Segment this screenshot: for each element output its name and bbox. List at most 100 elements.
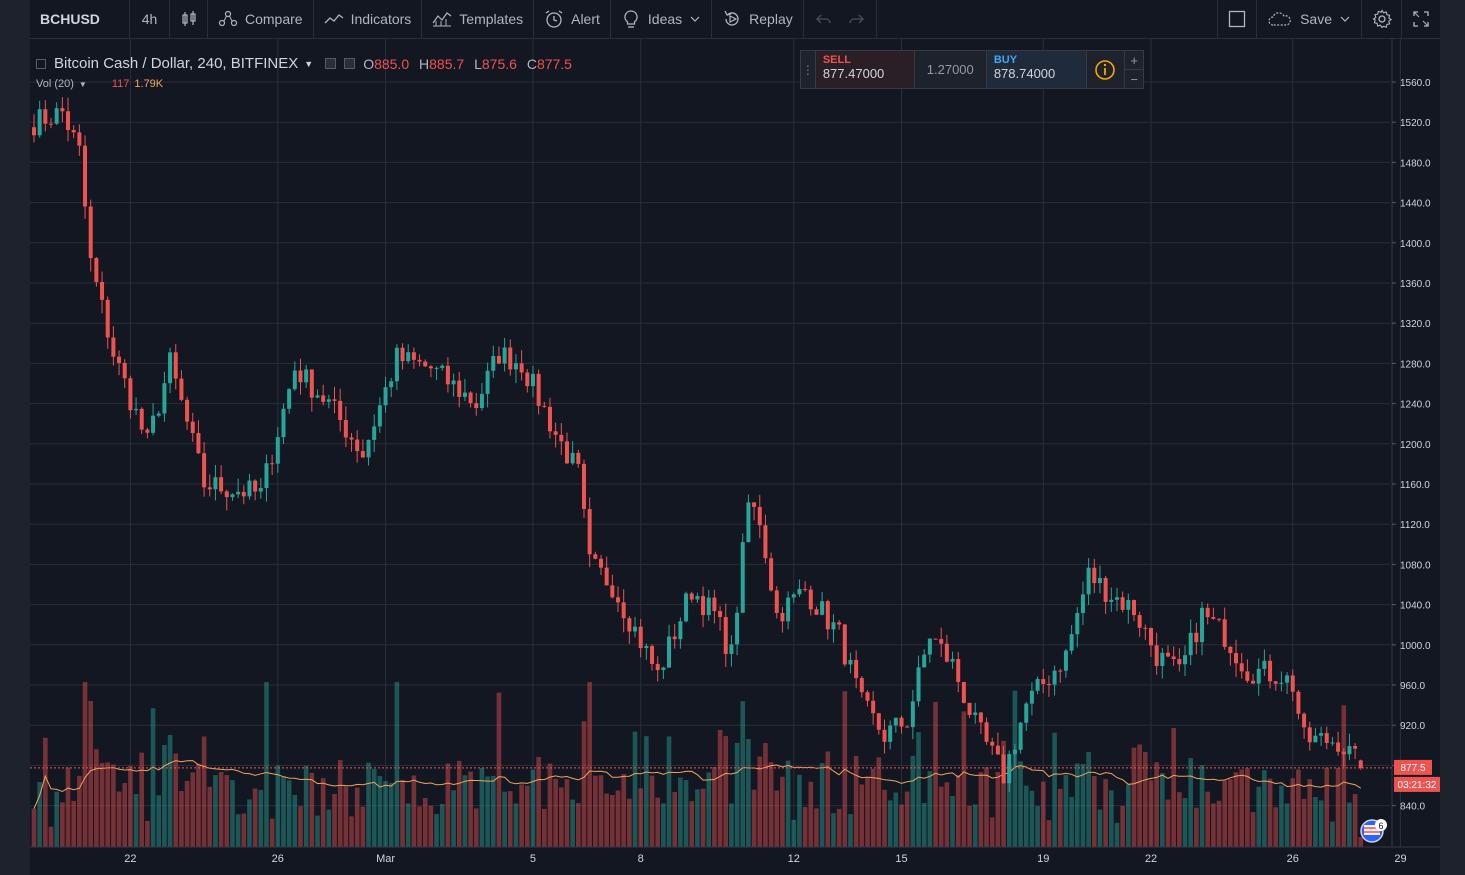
candle-body	[247, 480, 252, 497]
candle-body	[1007, 754, 1012, 784]
candle-body	[1103, 577, 1108, 602]
candle-body	[644, 646, 649, 649]
symbol-search-button[interactable]: BCHUSD	[30, 0, 130, 38]
volume-bar	[1023, 785, 1029, 847]
volume-bar	[638, 788, 643, 847]
fullscreen-button[interactable]	[1402, 0, 1440, 38]
chevron-down-icon[interactable]: ▼	[304, 58, 314, 69]
volume-bar	[485, 776, 490, 847]
volume-bar	[751, 789, 757, 847]
candle-body	[678, 621, 683, 640]
volume-bar	[757, 756, 763, 847]
candle-body	[581, 463, 586, 509]
candle-body	[837, 622, 842, 625]
candle-body	[956, 659, 961, 682]
notification-badge[interactable]: 6	[1360, 819, 1387, 843]
volume-bar	[133, 794, 139, 847]
sell-button[interactable]: SELL 877.47000	[814, 51, 914, 88]
volume-bar	[428, 805, 434, 847]
volume-bar	[116, 791, 122, 847]
decrease-button[interactable]: −	[1130, 71, 1138, 87]
candle-body	[275, 437, 280, 464]
time-tick-label: 8	[638, 853, 644, 865]
candle-body	[950, 659, 955, 662]
volume-bar	[553, 778, 558, 847]
volume-bar	[859, 784, 865, 847]
candle-body	[746, 502, 751, 543]
volume-bar	[848, 814, 853, 847]
candle-body	[168, 352, 173, 384]
drag-handle-icon[interactable]: ⋮	[801, 62, 814, 77]
volume-bar	[1347, 802, 1352, 847]
layout-button[interactable]	[1217, 0, 1258, 38]
volume-bar	[1222, 780, 1227, 847]
replay-label: Replay	[749, 11, 793, 27]
volume-bar	[1211, 803, 1216, 847]
volume-bar	[388, 782, 394, 847]
flag-icon	[1364, 825, 1380, 835]
redo-icon[interactable]	[846, 9, 866, 29]
indicators-button[interactable]: Indicators	[314, 0, 423, 38]
volume-bar	[972, 804, 978, 847]
candle-body	[1154, 645, 1159, 666]
volume-bar	[791, 819, 797, 847]
collapse-legend-icon[interactable]	[36, 58, 46, 69]
candle-body	[831, 622, 836, 630]
legend-eye-icon[interactable]	[325, 58, 337, 69]
volume-bar	[1018, 761, 1023, 847]
volume-bar	[332, 793, 337, 847]
volume-bar	[819, 763, 825, 847]
price-tick-label: 1200.0	[1400, 440, 1431, 451]
volume-bar	[1069, 797, 1074, 847]
candle-body	[496, 356, 501, 364]
alert-button[interactable]: Alert	[534, 0, 611, 38]
save-button[interactable]: Save	[1257, 0, 1362, 38]
candle-body	[485, 370, 490, 394]
volume-bar	[54, 791, 59, 847]
candle-body	[638, 626, 643, 649]
symbol-title[interactable]: Bitcoin Cash / Dollar, 240, BITFINEX	[54, 55, 299, 72]
volume-bar	[394, 682, 400, 847]
candle-body	[241, 491, 246, 497]
candle-body	[1256, 668, 1261, 684]
volume-bar	[904, 791, 910, 847]
legend-settings-icon[interactable]	[344, 58, 356, 69]
chart-style-button[interactable]	[170, 0, 208, 38]
volume-bar	[43, 737, 48, 847]
info-button[interactable]	[1085, 51, 1125, 88]
volume-bar	[309, 772, 315, 847]
undo-icon[interactable]	[814, 9, 834, 29]
time-tick-label: 29	[1394, 853, 1406, 865]
candle-body	[1290, 675, 1295, 692]
chart-area[interactable]: 1560.0 1520.0 1480.0 1440.0 1400.0 1360.0 1320…	[30, 39, 1440, 875]
candle-body	[315, 395, 320, 398]
volume-bar	[490, 775, 496, 847]
interval-button[interactable]: 4h	[130, 0, 170, 38]
candle-body	[66, 111, 71, 131]
candle-body	[1296, 691, 1301, 714]
templates-button[interactable]: Templates	[422, 0, 535, 38]
candle-body	[530, 373, 535, 387]
candle-body	[377, 405, 382, 427]
candle-body	[944, 643, 949, 662]
buy-button[interactable]: BUY 878.74000	[986, 51, 1086, 88]
ideas-button[interactable]: Ideas	[611, 0, 713, 38]
chevron-down-icon[interactable]: ▼	[78, 79, 87, 89]
replay-button[interactable]: Replay	[712, 0, 804, 38]
candle-body	[1245, 671, 1250, 681]
settings-button[interactable]	[1362, 0, 1402, 38]
compare-button[interactable]: Compare	[208, 0, 314, 38]
volume-bar	[167, 734, 173, 847]
time-tick-label: 12	[788, 853, 800, 865]
increase-button[interactable]: +	[1125, 51, 1143, 70]
volume-title[interactable]: Vol (20)	[36, 78, 74, 90]
price-chart[interactable]: 1560.0 1520.0 1480.0 1440.0 1400.0 1360.0 1320…	[30, 39, 1440, 875]
volume-bar	[1137, 744, 1142, 847]
candle-body	[1075, 613, 1080, 635]
alarm-clock-icon	[544, 9, 564, 29]
volume-bar	[1160, 773, 1165, 847]
candle-body	[122, 362, 127, 379]
candle-body	[973, 712, 978, 716]
candle-body	[536, 373, 541, 406]
candle-body	[428, 366, 433, 369]
